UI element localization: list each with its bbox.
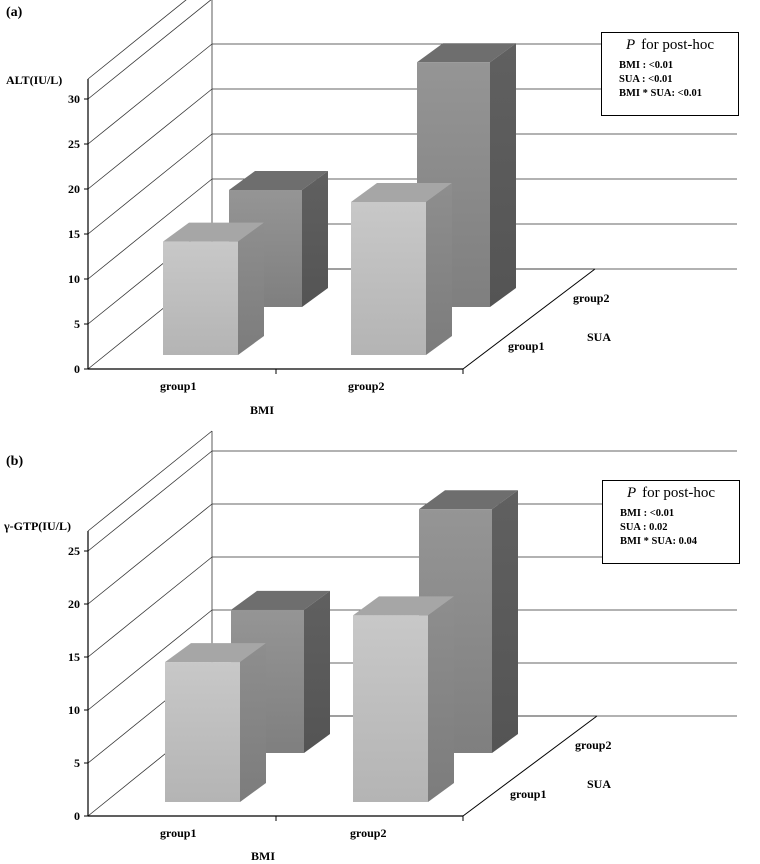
- panel-a-ztick-group2: group2: [573, 291, 609, 305]
- panel-a-bar-group1-group1-top: [163, 222, 264, 242]
- panel-b-ytick-label-0: 0: [74, 809, 80, 823]
- panel-a-plot: 0 5 10 15 20 25 30: [68, 0, 737, 376]
- panel-b-grid-diag-10: [87, 609, 213, 711]
- panel-b-ytick-label-10: 10: [68, 703, 80, 717]
- panel-b-legend-sua: SUA : 0.02: [620, 522, 668, 533]
- panel-b-ytick-label-5: 5: [74, 756, 80, 770]
- panel-a-bar-group2-group1-side: [302, 171, 328, 307]
- panel-b-bar-group2-group1-side: [304, 590, 330, 753]
- panel-b-ytick-label-20: 20: [68, 597, 80, 611]
- panel-b-legend-interaction: BMI * SUA: 0.04: [620, 536, 698, 547]
- panel-a-grid-diag-30: [87, 0, 212, 100]
- panel-b-bar-group1-group1-side: [240, 643, 266, 802]
- panel-b-ztick-group2: group2: [575, 738, 611, 752]
- panel-a-legend-title-text: for post-hoc: [641, 37, 715, 53]
- panel-b-bar-group2-group1-top: [231, 590, 330, 610]
- panel-a-legend-interaction: BMI * SUA: <0.01: [619, 88, 702, 99]
- panel-a-ytick-label-0: 0: [74, 362, 80, 376]
- panel-b-xtick-group1: group1: [160, 826, 196, 840]
- panel-a-bar-group2-group2-top: [417, 43, 516, 63]
- panel-a-bar-group1-group1: [163, 222, 264, 355]
- panel-b-grid-diag-25: [87, 450, 213, 552]
- panel-a-legend-sua: SUA : <0.01: [619, 74, 673, 85]
- panel-a-z-axis: [462, 268, 596, 370]
- panel-a-ztick-group1: group1: [508, 339, 544, 353]
- panel-b-bar-group2-group2-side: [492, 490, 518, 753]
- panel-a-bar-group1-group2: [351, 183, 452, 355]
- panel-a-grid-top: [87, 0, 187, 80]
- panel-a-legend-bmi: BMI : <0.01: [619, 60, 674, 71]
- panel-a-grid-diag-15: [87, 133, 213, 235]
- panel-b-bar-group1-group1-front: [165, 662, 240, 802]
- panel-a-bar-group1-group1-side: [238, 222, 264, 355]
- panel-b-legend-title-text: for post-hoc: [642, 485, 716, 501]
- panel-b-bar-group1-group1: [165, 643, 266, 802]
- panel-a-ytick-label-5: 5: [74, 317, 80, 331]
- panel-a-xlabel: BMI: [250, 403, 274, 417]
- panel-b-ylabel: γ-GTP(IU/L): [3, 519, 71, 533]
- panel-b-legend-p: P: [627, 485, 637, 501]
- panel-a-bar-group1-group2-side: [426, 183, 452, 355]
- panel-b-legend-bmi: BMI : <0.01: [620, 508, 675, 519]
- panel-a-legend-p: P: [626, 37, 636, 53]
- panel-a-grid-diag-10: [87, 178, 213, 280]
- panel-a-bar-group1-group2-front: [351, 202, 426, 355]
- panel-b-bar-group2-group2-top: [419, 490, 518, 510]
- panel-a-bar-group1-group1-front: [163, 241, 238, 355]
- panel-a-bar-group2-group2-side: [490, 43, 516, 307]
- panel-b-bar-group1-group2: [353, 596, 454, 802]
- panel-b-grid-diag-20: [87, 503, 213, 605]
- panel-a-zlabel: SUA: [587, 330, 611, 344]
- panel-a-xtick-group2: group2: [348, 379, 384, 393]
- panel-a-ylabel: ALT(IU/L): [6, 73, 62, 87]
- panel-b-bar-group1-group2-top: [353, 596, 454, 616]
- panel-b-label: (b): [6, 454, 23, 469]
- panel-a-ytick-label-20: 20: [68, 182, 80, 196]
- panel-b-grid-diag-15: [87, 556, 213, 658]
- panel-b-bar-group1-group2-front: [353, 615, 428, 802]
- panel-a-bar-group2-group1-top: [229, 171, 328, 190]
- panel-a-ytick-label-30: 30: [68, 92, 80, 106]
- panel-a-bar-group1-group2-top: [351, 183, 452, 202]
- panel-b-bar-group1-group2-side: [428, 596, 454, 802]
- panel-a-grid-diag-25: [87, 43, 213, 145]
- panel-a-ytick-label-25: 25: [68, 137, 80, 151]
- panel-b-ytick-label-15: 15: [68, 650, 80, 664]
- panel-a-grid-diag-20: [87, 88, 213, 190]
- panel-b-bar-group1-group1-top: [165, 643, 266, 663]
- panel-b-zlabel: SUA: [587, 777, 611, 791]
- panel-b-ztick-group1: group1: [510, 787, 546, 801]
- panel-a-ytick-label-15: 15: [68, 227, 80, 241]
- panel-b-grid-top: [87, 430, 213, 532]
- panel-a-label: (a): [6, 5, 23, 20]
- panel-a-ytick-label-10: 10: [68, 272, 80, 286]
- panel-b-plot: 0 5 10 15 20 25: [68, 430, 737, 823]
- panel-b-xlabel: BMI: [251, 849, 275, 863]
- panel-b-z-axis: [462, 715, 598, 817]
- panel-b-xtick-group2: group2: [350, 826, 386, 840]
- panel-a-xtick-group1: group1: [160, 379, 196, 393]
- panel-b-ytick-label-25: 25: [68, 544, 80, 558]
